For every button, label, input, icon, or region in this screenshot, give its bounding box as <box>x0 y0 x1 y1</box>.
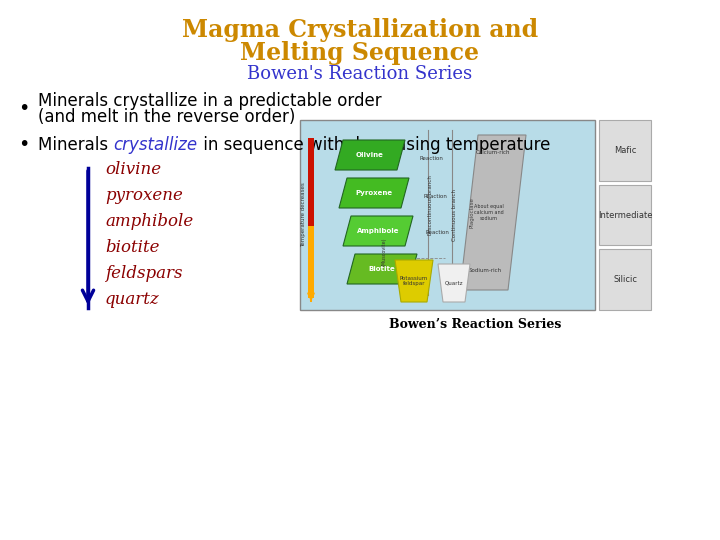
Text: Plagioclase: Plagioclase <box>469 197 474 228</box>
Text: Calcium-rich: Calcium-rich <box>476 151 510 156</box>
Text: Sodium-rich: Sodium-rich <box>469 267 502 273</box>
Polygon shape <box>339 178 409 208</box>
Bar <box>308 226 314 298</box>
Text: pyroxene: pyroxene <box>105 187 183 205</box>
Text: Melting Sequence: Melting Sequence <box>240 41 480 65</box>
Text: Discontinuous branch: Discontinuous branch <box>428 175 433 235</box>
Text: Temperature decreases: Temperature decreases <box>302 183 307 247</box>
Text: Minerals: Minerals <box>38 136 113 154</box>
Text: Bowen's Reaction Series: Bowen's Reaction Series <box>248 65 472 83</box>
Text: Biotite: Biotite <box>369 266 395 272</box>
Polygon shape <box>438 264 470 302</box>
FancyBboxPatch shape <box>599 120 651 181</box>
Bar <box>308 138 314 226</box>
Text: •: • <box>18 136 30 154</box>
Polygon shape <box>335 140 405 170</box>
Text: Magma Crystallization and: Magma Crystallization and <box>182 18 538 42</box>
Text: feldspars: feldspars <box>105 266 182 282</box>
Text: Reaction: Reaction <box>423 193 447 199</box>
Text: About equal
calcium and
sodium: About equal calcium and sodium <box>474 204 504 221</box>
Polygon shape <box>343 216 413 246</box>
Polygon shape <box>395 260 433 302</box>
Text: quartz: quartz <box>105 292 160 308</box>
Text: (Muscovite): (Muscovite) <box>382 238 387 266</box>
FancyBboxPatch shape <box>599 185 651 245</box>
Text: (and melt in the reverse order): (and melt in the reverse order) <box>38 108 295 126</box>
FancyBboxPatch shape <box>599 249 651 310</box>
Polygon shape <box>460 135 526 290</box>
Text: Mafic: Mafic <box>614 146 636 155</box>
Text: Minerals crystallize in a predictable order: Minerals crystallize in a predictable or… <box>38 92 382 110</box>
Text: Pyroxene: Pyroxene <box>356 190 392 196</box>
Text: biotite: biotite <box>105 240 160 256</box>
Text: Amphibole: Amphibole <box>356 228 400 234</box>
Text: Silicic: Silicic <box>613 275 637 284</box>
Text: Olivine: Olivine <box>356 152 384 158</box>
Text: Bowen’s Reaction Series: Bowen’s Reaction Series <box>390 318 562 330</box>
Text: Reaction: Reaction <box>426 231 450 235</box>
FancyBboxPatch shape <box>300 120 595 310</box>
Text: amphibole: amphibole <box>105 213 193 231</box>
Text: Reaction: Reaction <box>420 156 444 160</box>
Text: Quartz: Quartz <box>445 280 463 286</box>
Text: crystallize: crystallize <box>113 136 197 154</box>
Text: in sequence with decreasing temperature: in sequence with decreasing temperature <box>197 136 550 154</box>
Text: Continuous branch: Continuous branch <box>452 189 457 241</box>
Text: Potassium
feldspar: Potassium feldspar <box>400 275 428 286</box>
Text: olivine: olivine <box>105 161 161 179</box>
Text: •: • <box>18 98 30 118</box>
Text: Intermediate: Intermediate <box>598 211 652 219</box>
Polygon shape <box>347 254 417 284</box>
